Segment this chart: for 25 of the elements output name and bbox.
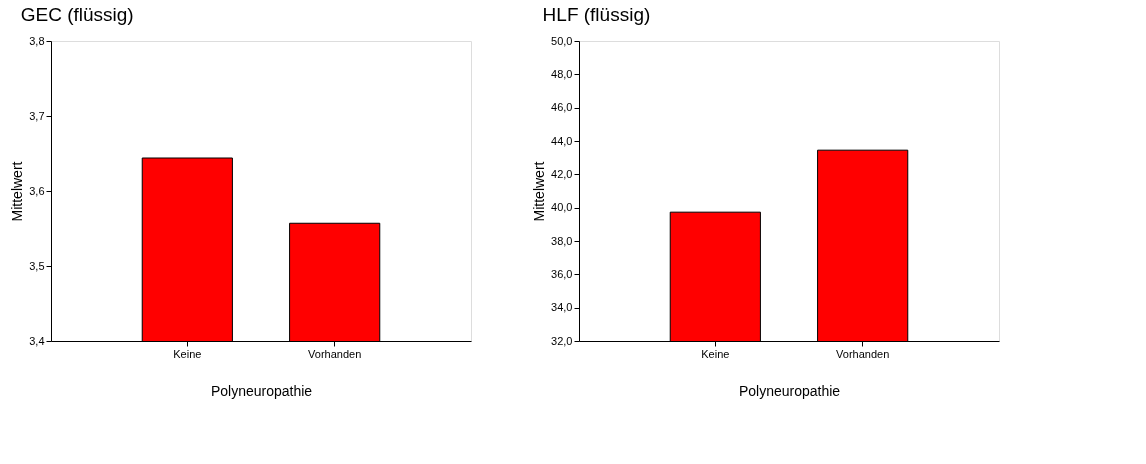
y-tick-label: 46,0 [551,101,573,114]
y-tick-label: 3,6 [29,184,45,197]
y-axis-title: Mittelwert [531,161,548,222]
y-tick-label: 3,5 [29,259,45,272]
y-tick-label: 3,8 [29,34,45,47]
chart-title: GEC (flüssig) [20,4,134,25]
y-tick-label: 3,7 [29,109,45,122]
y-tick-label: 40,0 [551,201,573,214]
y-tick-label: 3,4 [29,334,45,347]
y-tick-label: 42,0 [551,167,573,180]
y-tick-label: 48,0 [551,67,573,80]
x-tick-label: Keine [173,347,202,360]
x-tick-label: Keine [701,347,730,360]
y-tick-label: 50,0 [551,34,573,47]
chart-title: HLF (flüssig) [542,4,651,25]
y-axis-title: Mittelwert [9,161,26,222]
x-tick-label: Vorhanden [308,347,362,360]
y-tick-label: 32,0 [551,334,573,347]
y-tick-label: 38,0 [551,234,573,247]
y-tick-label: 44,0 [551,134,573,147]
y-tick-label: 36,0 [551,267,573,280]
x-axis-title: Polyneuropathie [210,382,313,399]
y-tick-label: 34,0 [551,301,573,314]
x-axis-title: Polyneuropathie [738,382,841,399]
x-tick-label: Vorhanden [836,347,890,360]
